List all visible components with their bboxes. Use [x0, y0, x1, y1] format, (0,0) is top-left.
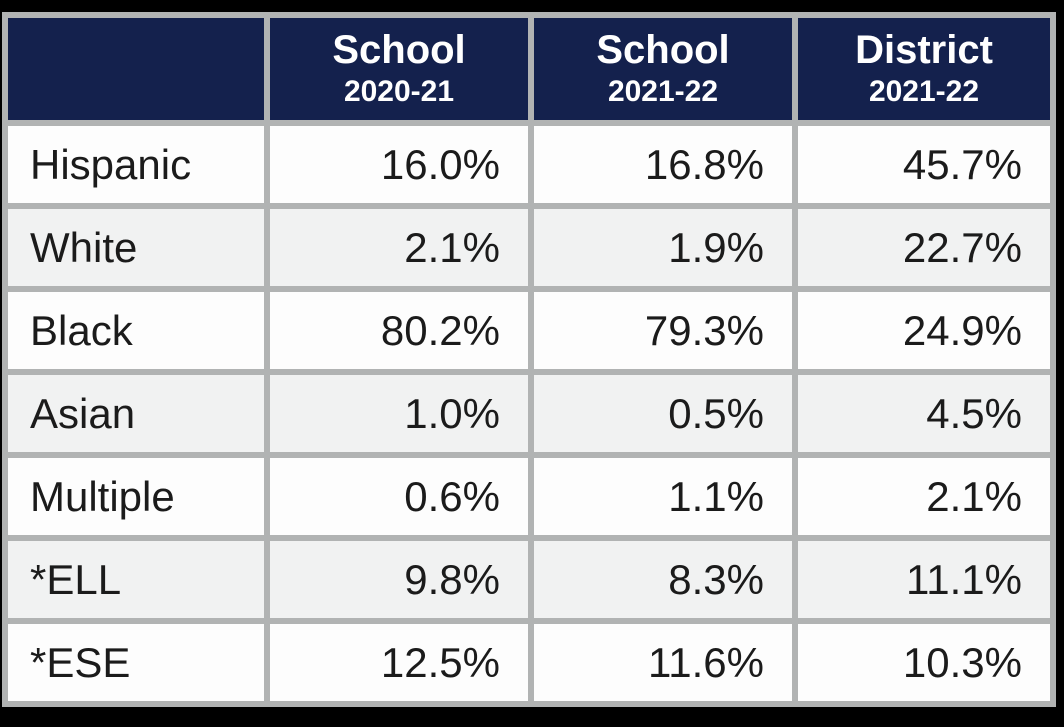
value-cell: 10.3%	[798, 624, 1050, 701]
value-cell: 1.1%	[534, 458, 792, 535]
value-cell: 45.7%	[798, 126, 1050, 203]
value-cell: 9.8%	[270, 541, 528, 618]
column-title: District	[855, 28, 993, 73]
table-row-multiple: Multiple 0.6% 1.1% 2.1%	[8, 458, 1050, 535]
row-label: Multiple	[8, 458, 264, 535]
value-cell: 11.6%	[534, 624, 792, 701]
table-row-ese: *ESE 12.5% 11.6% 10.3%	[8, 624, 1050, 701]
value-cell: 4.5%	[798, 375, 1050, 452]
value-cell: 0.5%	[534, 375, 792, 452]
demographics-table-frame: School 2020-21 School 2021-22 District 2…	[2, 12, 1056, 707]
value-cell: 80.2%	[270, 292, 528, 369]
value-cell: 22.7%	[798, 209, 1050, 286]
row-label: *ELL	[8, 541, 264, 618]
column-title: School	[332, 28, 466, 73]
value-cell: 1.0%	[270, 375, 528, 452]
column-title: School	[596, 28, 730, 73]
corner-header-cell	[8, 18, 264, 120]
table-header: School 2020-21 School 2021-22 District 2…	[8, 18, 1050, 120]
value-cell: 0.6%	[270, 458, 528, 535]
table-body: Hispanic 16.0% 16.8% 45.7% White 2.1% 1.…	[8, 126, 1050, 701]
value-cell: 12.5%	[270, 624, 528, 701]
table-row-asian: Asian 1.0% 0.5% 4.5%	[8, 375, 1050, 452]
column-header-district-2021-22: District 2021-22	[798, 18, 1050, 120]
column-subtitle: 2021-22	[607, 75, 719, 109]
value-cell: 8.3%	[534, 541, 792, 618]
header-row: School 2020-21 School 2021-22 District 2…	[8, 18, 1050, 120]
column-subtitle: 2021-22	[868, 75, 980, 109]
table-row-black: Black 80.2% 79.3% 24.9%	[8, 292, 1050, 369]
row-label: *ESE	[8, 624, 264, 701]
column-header-school-2020-21: School 2020-21	[270, 18, 528, 120]
demographics-table: School 2020-21 School 2021-22 District 2…	[2, 12, 1056, 707]
table-row-ell: *ELL 9.8% 8.3% 11.1%	[8, 541, 1050, 618]
value-cell: 79.3%	[534, 292, 792, 369]
value-cell: 11.1%	[798, 541, 1050, 618]
row-label: White	[8, 209, 264, 286]
table-row-white: White 2.1% 1.9% 22.7%	[8, 209, 1050, 286]
row-label: Hispanic	[8, 126, 264, 203]
column-subtitle: 2020-21	[343, 75, 455, 109]
value-cell: 16.0%	[270, 126, 528, 203]
column-header-school-2021-22: School 2021-22	[534, 18, 792, 120]
row-label: Black	[8, 292, 264, 369]
value-cell: 24.9%	[798, 292, 1050, 369]
value-cell: 2.1%	[798, 458, 1050, 535]
row-label: Asian	[8, 375, 264, 452]
value-cell: 1.9%	[534, 209, 792, 286]
value-cell: 2.1%	[270, 209, 528, 286]
table-row-hispanic: Hispanic 16.0% 16.8% 45.7%	[8, 126, 1050, 203]
value-cell: 16.8%	[534, 126, 792, 203]
